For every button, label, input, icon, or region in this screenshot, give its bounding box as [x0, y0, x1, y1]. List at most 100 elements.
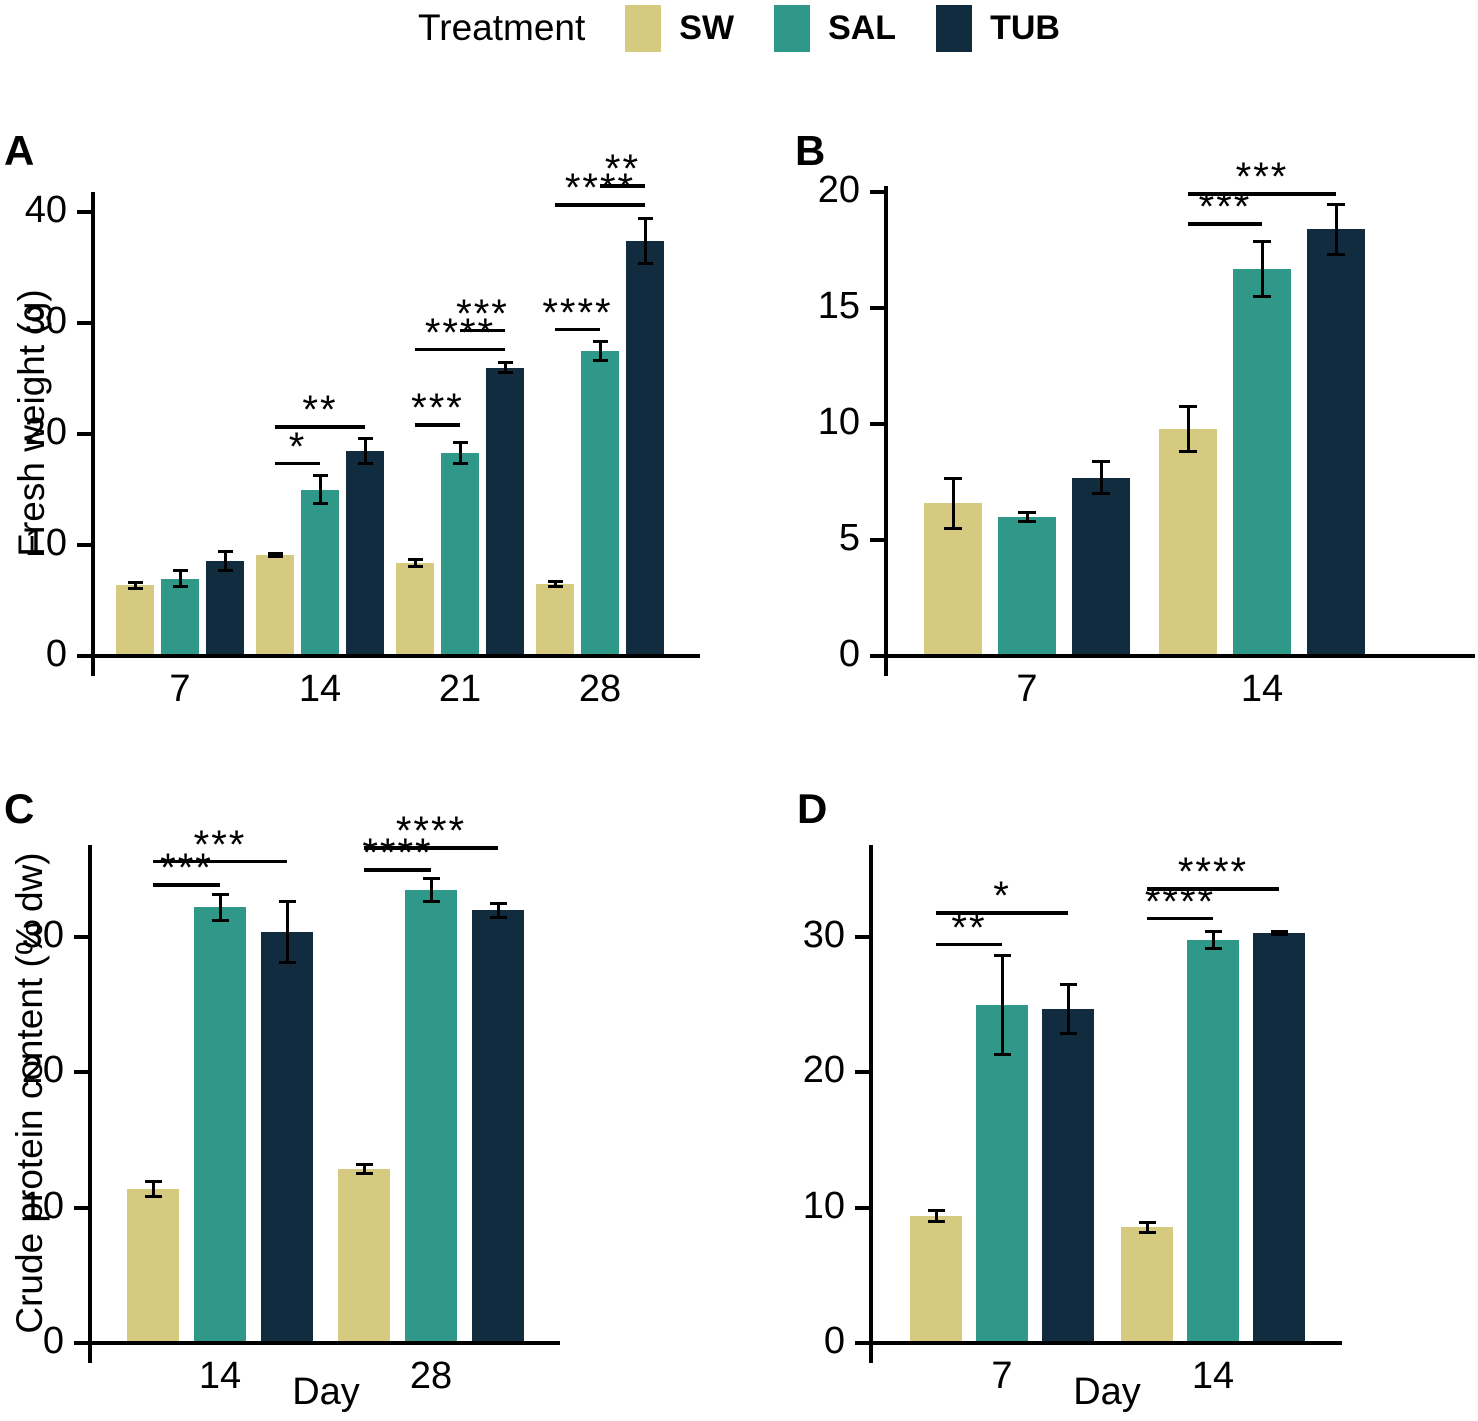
error-bar-cap-bottom — [172, 585, 188, 589]
x-tick-label: 21 — [438, 668, 482, 710]
error-bar — [1099, 461, 1103, 494]
bar-tub-day7 — [1042, 1009, 1094, 1341]
bar-sal-day28 — [581, 350, 619, 654]
significance-bracket — [364, 868, 431, 872]
bar-tub-day14 — [1253, 933, 1305, 1341]
panel-c-crude-protein: C Crude protein content (% dw) Day 0 10 20… — [0, 775, 739, 1421]
error-bar-cap-top — [1327, 202, 1345, 206]
x-axis-line — [80, 1341, 560, 1345]
bar-tub-day14 — [261, 931, 313, 1341]
panel-b-letter: B — [795, 127, 826, 174]
error-bar — [503, 362, 507, 374]
error-bar — [1277, 931, 1281, 936]
error-bar — [363, 437, 367, 465]
error-bar-cap-top — [407, 557, 423, 561]
x-tick-label: 7 — [169, 668, 191, 710]
legend-label-sw: SW — [679, 8, 735, 47]
error-bar-cap-bottom — [547, 585, 563, 589]
y-tick — [855, 1070, 869, 1074]
x-axis-line — [861, 1341, 1342, 1345]
bar-tub-day7 — [1072, 477, 1130, 654]
legend-item-sal: SAL — [774, 4, 896, 52]
y-tick-label: 0 — [838, 633, 860, 675]
error-bar — [553, 580, 557, 588]
error-bar-cap-bottom — [1204, 946, 1222, 950]
significance-label: * — [288, 424, 307, 469]
error-bar-cap-top — [1270, 930, 1288, 934]
panel-d-x-axis-title: Day — [1073, 1371, 1141, 1413]
error-bar-cap-bottom — [144, 1195, 162, 1199]
bar-sal-day28 — [405, 889, 457, 1341]
y-tick — [870, 306, 884, 310]
y-axis-line — [869, 845, 873, 1363]
significance-bracket — [600, 184, 645, 188]
error-bar-cap-top — [993, 953, 1011, 957]
significance-label: **** — [564, 166, 636, 211]
significance-label: *** — [1235, 155, 1289, 200]
legend-label-tub: TUB — [990, 8, 1060, 47]
error-bar-cap-top — [355, 1163, 373, 1167]
error-bar — [429, 877, 433, 902]
significance-bracket — [415, 347, 505, 352]
y-tick-label: 30 — [24, 300, 67, 342]
significance-bracket — [275, 425, 365, 429]
significance-label: *** — [160, 846, 213, 890]
bar-sw-day14 — [256, 555, 294, 654]
significance-bracket — [1147, 916, 1213, 921]
error-bar — [218, 893, 222, 921]
significance-bracket — [1188, 192, 1336, 196]
error-bar-cap-top — [1204, 930, 1222, 934]
error-bar-cap-top — [357, 436, 373, 440]
error-bar — [643, 217, 647, 265]
error-bar-cap-bottom — [1018, 519, 1036, 523]
significance-label: **** — [424, 310, 496, 355]
error-bar-cap-bottom — [993, 1053, 1011, 1057]
significance-bracket — [275, 461, 320, 466]
y-tick-label: 0 — [823, 1320, 845, 1362]
x-axis-line — [83, 654, 700, 658]
error-bar-cap-top — [452, 440, 468, 444]
error-bar — [951, 477, 955, 529]
y-tick-label: 30 — [802, 913, 845, 956]
error-bar-cap-top — [217, 549, 233, 553]
panel-c-letter: C — [4, 785, 35, 832]
y-tick — [74, 1341, 88, 1345]
error-bar — [1066, 983, 1070, 1035]
significance-bracket — [153, 859, 287, 864]
error-bar-cap-bottom — [927, 1220, 945, 1224]
error-bar — [496, 902, 500, 918]
bar-sal-day21 — [441, 453, 479, 654]
significance-bracket — [415, 423, 460, 427]
y-tick — [74, 1205, 88, 1210]
y-tick — [870, 422, 884, 426]
significance-label: **** — [542, 290, 613, 335]
error-bar-cap-top — [497, 361, 513, 365]
panel-d-crude-protein: D Day 0 10 20 30 7 14 ** * **** **** — [739, 775, 1478, 1421]
y-tick — [855, 1341, 869, 1345]
error-bar — [362, 1164, 366, 1174]
legend: Treatment SW SAL TUB — [0, 2, 1478, 54]
panel-c-x-axis-title: Day — [292, 1371, 360, 1413]
y-tick — [77, 321, 91, 325]
error-bar-cap-bottom — [1138, 1230, 1156, 1234]
y-tick-label: 10 — [802, 1184, 845, 1227]
significance-bracket — [555, 327, 600, 332]
error-bar-cap-bottom — [944, 526, 962, 530]
error-bar-cap-top — [278, 899, 296, 903]
y-tick — [870, 654, 884, 658]
y-tick — [74, 934, 88, 939]
bar-sw-day14 — [1159, 428, 1217, 654]
error-bar-cap-top — [547, 579, 563, 583]
error-bar-cap-top — [172, 568, 188, 572]
error-bar-cap-top — [267, 551, 283, 555]
y-tick-label: 20 — [21, 1049, 64, 1091]
significance-bracket — [555, 203, 645, 207]
bar-sal-day14 — [301, 489, 339, 654]
error-bar-cap-bottom — [357, 462, 373, 466]
error-bar-cap-bottom — [217, 568, 233, 572]
bar-sw-day28 — [338, 1168, 390, 1341]
sw-color-swatch — [625, 4, 662, 52]
panel-a-fresh-weight: A Fresh weight (g) 0 10 20 30 40 7 14 21 28 * ** **… — [0, 115, 739, 775]
x-axis-line — [876, 654, 1475, 658]
x-tick-label: 14 — [1240, 668, 1284, 710]
